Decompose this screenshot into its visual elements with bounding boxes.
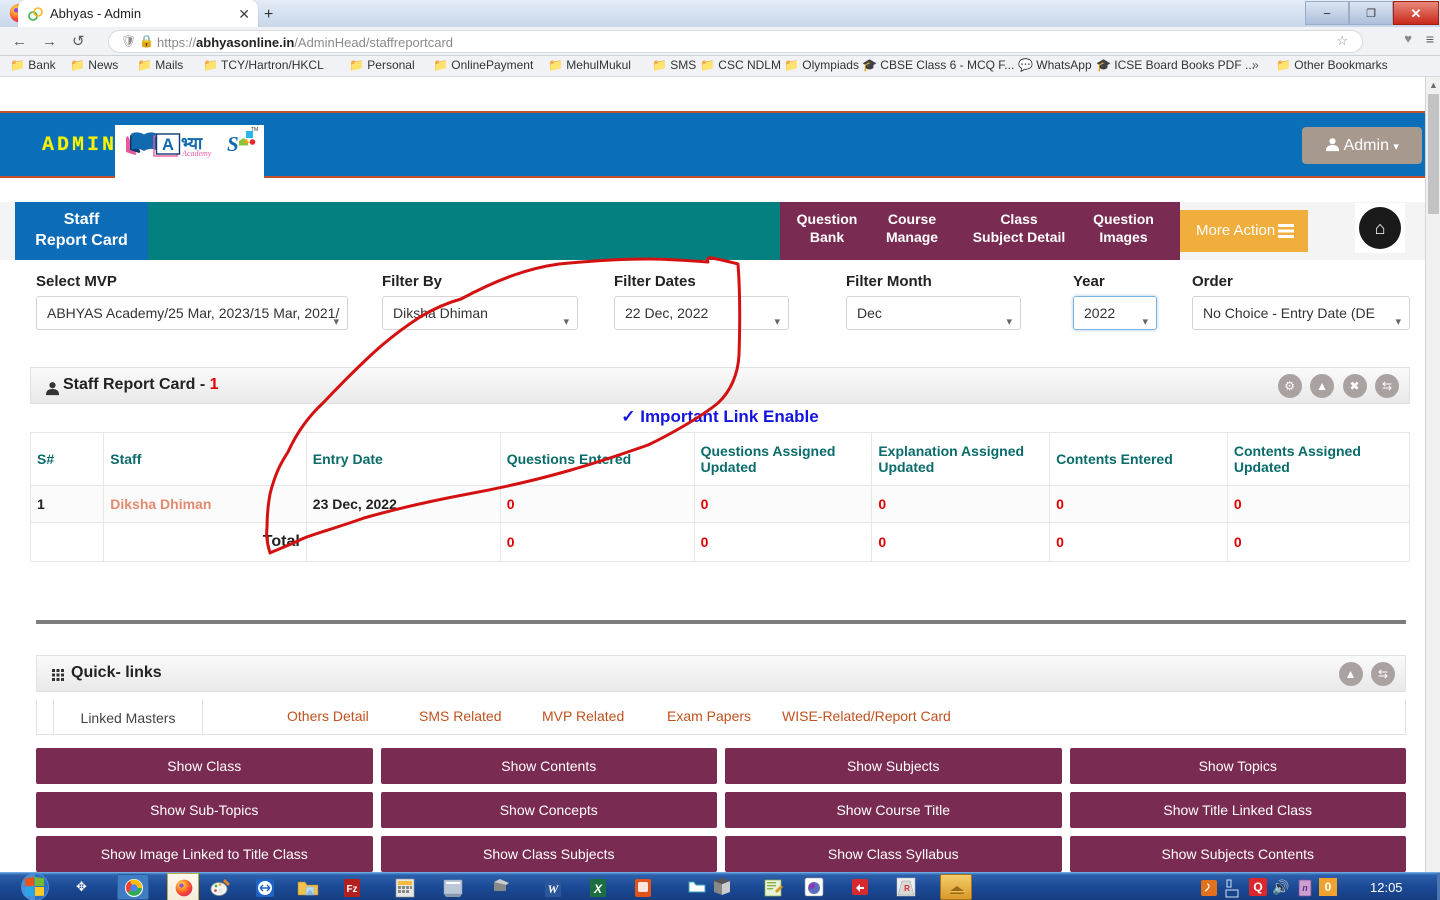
svg-text:S: S (227, 132, 239, 156)
svg-text:Academy: Academy (181, 149, 212, 158)
svg-text:Fz: Fz (346, 884, 357, 895)
svg-text:X: X (593, 882, 603, 896)
svg-text:n: n (1302, 883, 1308, 893)
svg-text:A: A (162, 136, 174, 154)
svg-text:R: R (904, 884, 910, 893)
svg-text:W: W (548, 882, 560, 896)
